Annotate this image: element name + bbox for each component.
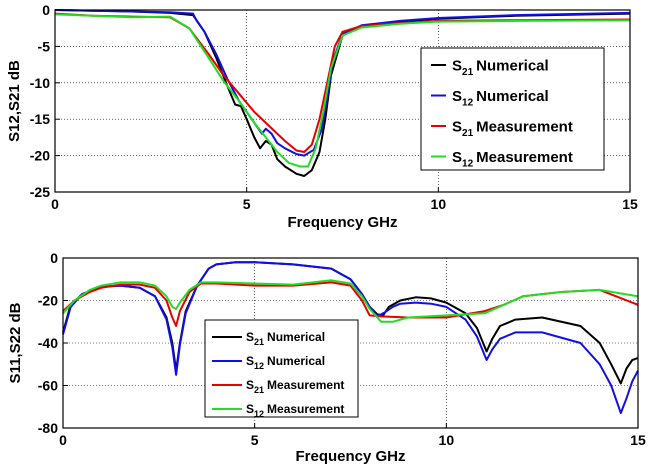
ticks-top: 0 5 10 15 0 -5 -10 -15 -20 -25 xyxy=(30,2,638,212)
legend-entry: S21 Numerical xyxy=(431,57,549,78)
x-tick-label: 15 xyxy=(622,196,638,212)
y-tick-label: -15 xyxy=(30,111,50,127)
x-tick-label: 15 xyxy=(630,432,646,448)
legend-label: S12 Measurement xyxy=(246,402,344,419)
x-tick-label: 5 xyxy=(251,432,259,448)
x-axis-label-top: Frequency GHz xyxy=(287,214,397,231)
y-tick-label: 0 xyxy=(42,2,50,18)
plot-frame-top xyxy=(54,9,631,193)
y-tick-label: -20 xyxy=(38,293,58,309)
legend-label: S21 Numerical xyxy=(452,57,549,78)
legend-entry: S21 Numerical xyxy=(212,330,325,347)
x-tick-label: 10 xyxy=(439,432,455,448)
series-layer-bottom xyxy=(62,261,639,415)
y-tick-label: -80 xyxy=(38,420,58,436)
legend-label: S12 Numerical xyxy=(452,88,549,109)
legend-entry: S21 Measurement xyxy=(212,378,344,395)
chart-bottom: 0 5 10 15 0 -20 -40 -60 -80 Frequency GHz S11,S2… xyxy=(7,250,646,465)
legend-box-top xyxy=(420,47,605,171)
legend-top: S21 Numerical S12 Numerical S21 Measurement S1… xyxy=(420,47,605,171)
series-line-12-numerical xyxy=(62,261,639,415)
x-tick-label: 10 xyxy=(431,196,447,212)
y-axis-label-bottom: S11,S22 dB xyxy=(7,302,24,383)
y-tick-label: -10 xyxy=(30,75,50,91)
legend-label: S12 Measurement xyxy=(452,149,573,170)
legend-entry: S12 Numerical xyxy=(431,88,549,109)
series-layer-top xyxy=(54,9,631,177)
legend-entry: S12 Measurement xyxy=(212,402,344,419)
legend-entry: S12 Numerical xyxy=(212,354,325,371)
legend-entry: S12 Measurement xyxy=(431,149,573,170)
legend-label: S21 Measurement xyxy=(452,118,573,139)
x-tick-label: 5 xyxy=(243,196,251,212)
y-tick-label: -25 xyxy=(30,184,50,200)
legend-bottom: S21 Numerical S12 Numerical S21 Measurement S1… xyxy=(204,319,359,419)
legend-label: S21 Numerical xyxy=(246,330,325,347)
y-tick-label: 0 xyxy=(50,250,58,266)
x-tick-label: 0 xyxy=(51,196,59,212)
series-line-12-numerical xyxy=(54,9,631,157)
y-tick-label: -40 xyxy=(38,335,58,351)
y-axis-label-top: S12,S21 dB xyxy=(6,60,23,142)
chart-top: 0 5 10 15 0 -5 -10 -15 -20 -25 Frequency GHz S12,… xyxy=(6,2,638,231)
series-line-12-measurement xyxy=(62,279,639,323)
legend-label: S21 Measurement xyxy=(246,378,344,395)
x-axis-label-bottom: Frequency GHz xyxy=(295,448,405,465)
x-tick-label: 0 xyxy=(59,432,67,448)
series-line-21-measurement xyxy=(62,281,639,327)
y-tick-label: -5 xyxy=(38,38,51,54)
y-tick-label: -60 xyxy=(38,378,58,394)
y-tick-label: -20 xyxy=(30,148,50,164)
legend-label: S12 Numerical xyxy=(246,354,325,371)
series-line-12-measurement xyxy=(54,13,631,168)
ticks-bottom: 0 5 10 15 0 -20 -40 -60 -80 xyxy=(38,250,646,448)
legend-entry: S21 Measurement xyxy=(431,118,573,139)
